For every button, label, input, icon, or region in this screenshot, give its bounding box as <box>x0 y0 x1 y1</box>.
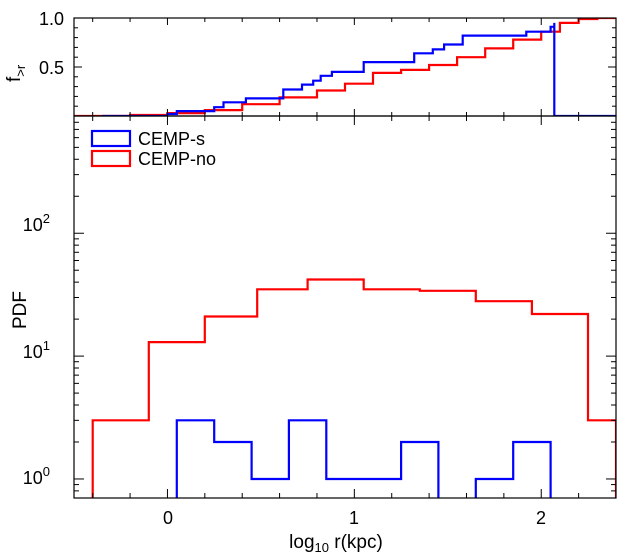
legend-swatch-cemp-no <box>90 149 132 168</box>
xtick-label-1: 1 <box>349 508 359 528</box>
cumulative-fraction-panel: 1.0 0.5 f>r <box>4 9 617 117</box>
histogram-cemp-s <box>175 419 552 498</box>
top-ytick-label-1: 1.0 <box>39 9 64 29</box>
ytick-label-1e1: 101 <box>23 338 50 362</box>
top-ylabel-main: f <box>4 76 25 82</box>
svg-text:f>r: f>r <box>4 64 28 82</box>
legend-swatch-cemp-s <box>90 129 132 148</box>
top-ytick-label-0p5: 0.5 <box>39 58 64 78</box>
legend: CEMP-s CEMP-no <box>90 129 216 169</box>
xtick-label-2: 2 <box>536 508 546 528</box>
bottom-xlabel: log10 r(kpc) <box>289 532 383 555</box>
cumulative-line-cemp-s <box>102 22 616 116</box>
top-ylabel-sub: >r <box>13 64 28 77</box>
legend-label-cemp-no: CEMP-no <box>138 149 216 169</box>
pdf-histogram-panel: 0 1 2 100 101 102 PDF log10 r(kpc) CEMP-… <box>10 115 617 555</box>
ytick-label-1e2: 102 <box>23 211 50 235</box>
bottom-ylabel: PDF <box>10 291 31 329</box>
ytick-label-1e0: 100 <box>23 464 50 488</box>
histogram-cemp-no <box>91 278 616 498</box>
legend-label-cemp-s: CEMP-s <box>138 129 205 149</box>
top-ylabel: f>r <box>4 64 28 82</box>
xtick-label-0: 0 <box>163 508 173 528</box>
bottom-panel-frame <box>73 115 617 499</box>
